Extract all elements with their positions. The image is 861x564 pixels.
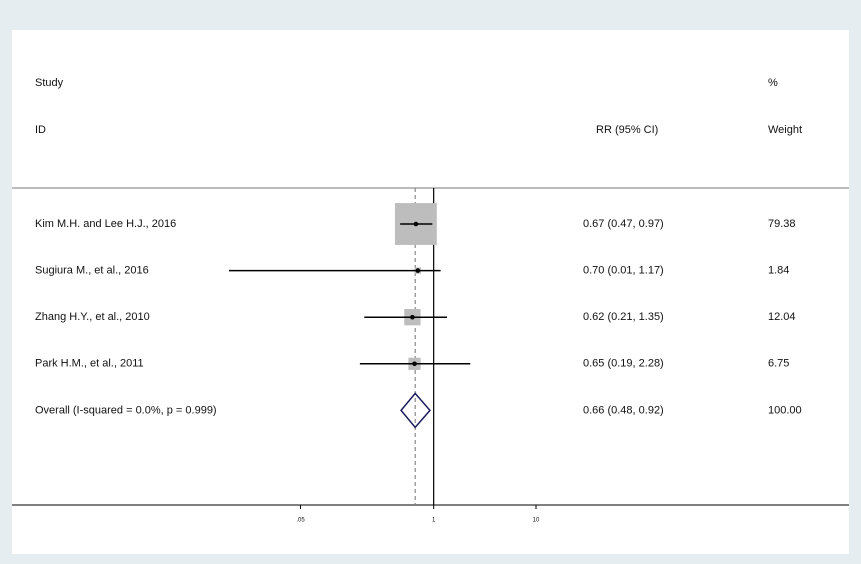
header-estimate: RR (95% CI) xyxy=(596,124,658,136)
weight-label: 12.04 xyxy=(768,311,796,323)
weight-label: 6.75 xyxy=(768,358,789,370)
study-label: Sugiura M., et al., 2016 xyxy=(35,265,149,277)
x-tick-label: .05 xyxy=(296,518,305,524)
weight-label: 79.38 xyxy=(768,218,796,230)
point-estimate xyxy=(415,268,421,273)
overall-label: Overall (I-squared = 0.0%, p = 0.999) xyxy=(35,404,217,416)
weight-label: 1.84 xyxy=(768,265,789,277)
study-label: Zhang H.Y., et al., 2010 xyxy=(35,311,150,323)
plot-background xyxy=(12,30,849,554)
estimate-label: 0.67 (0.47, 0.97) xyxy=(583,218,664,230)
estimate-label: 0.62 (0.21, 1.35) xyxy=(583,311,664,323)
overall-diamond xyxy=(400,392,431,429)
overall-weight-label: 100.00 xyxy=(768,404,802,416)
x-tick-label: 1 xyxy=(432,518,436,524)
header-weight-top: % xyxy=(768,77,778,89)
header-weight: Weight xyxy=(768,124,802,136)
study-label: Park H.M., et al., 2011 xyxy=(35,358,144,370)
point-estimate xyxy=(410,314,415,320)
estimate-label: 0.65 (0.19, 2.28) xyxy=(583,358,664,370)
estimate-label: 0.70 (0.01, 1.17) xyxy=(583,265,664,277)
x-tick-label: 10 xyxy=(533,518,540,524)
study-label: Kim M.H. and Lee H.J., 2016 xyxy=(35,218,176,230)
header-study-top: Study xyxy=(35,77,64,89)
header-study: ID xyxy=(35,124,46,136)
overall-estimate-label: 0.66 (0.48, 0.92) xyxy=(583,404,664,416)
point-estimate xyxy=(412,361,417,367)
point-estimate xyxy=(413,221,419,227)
